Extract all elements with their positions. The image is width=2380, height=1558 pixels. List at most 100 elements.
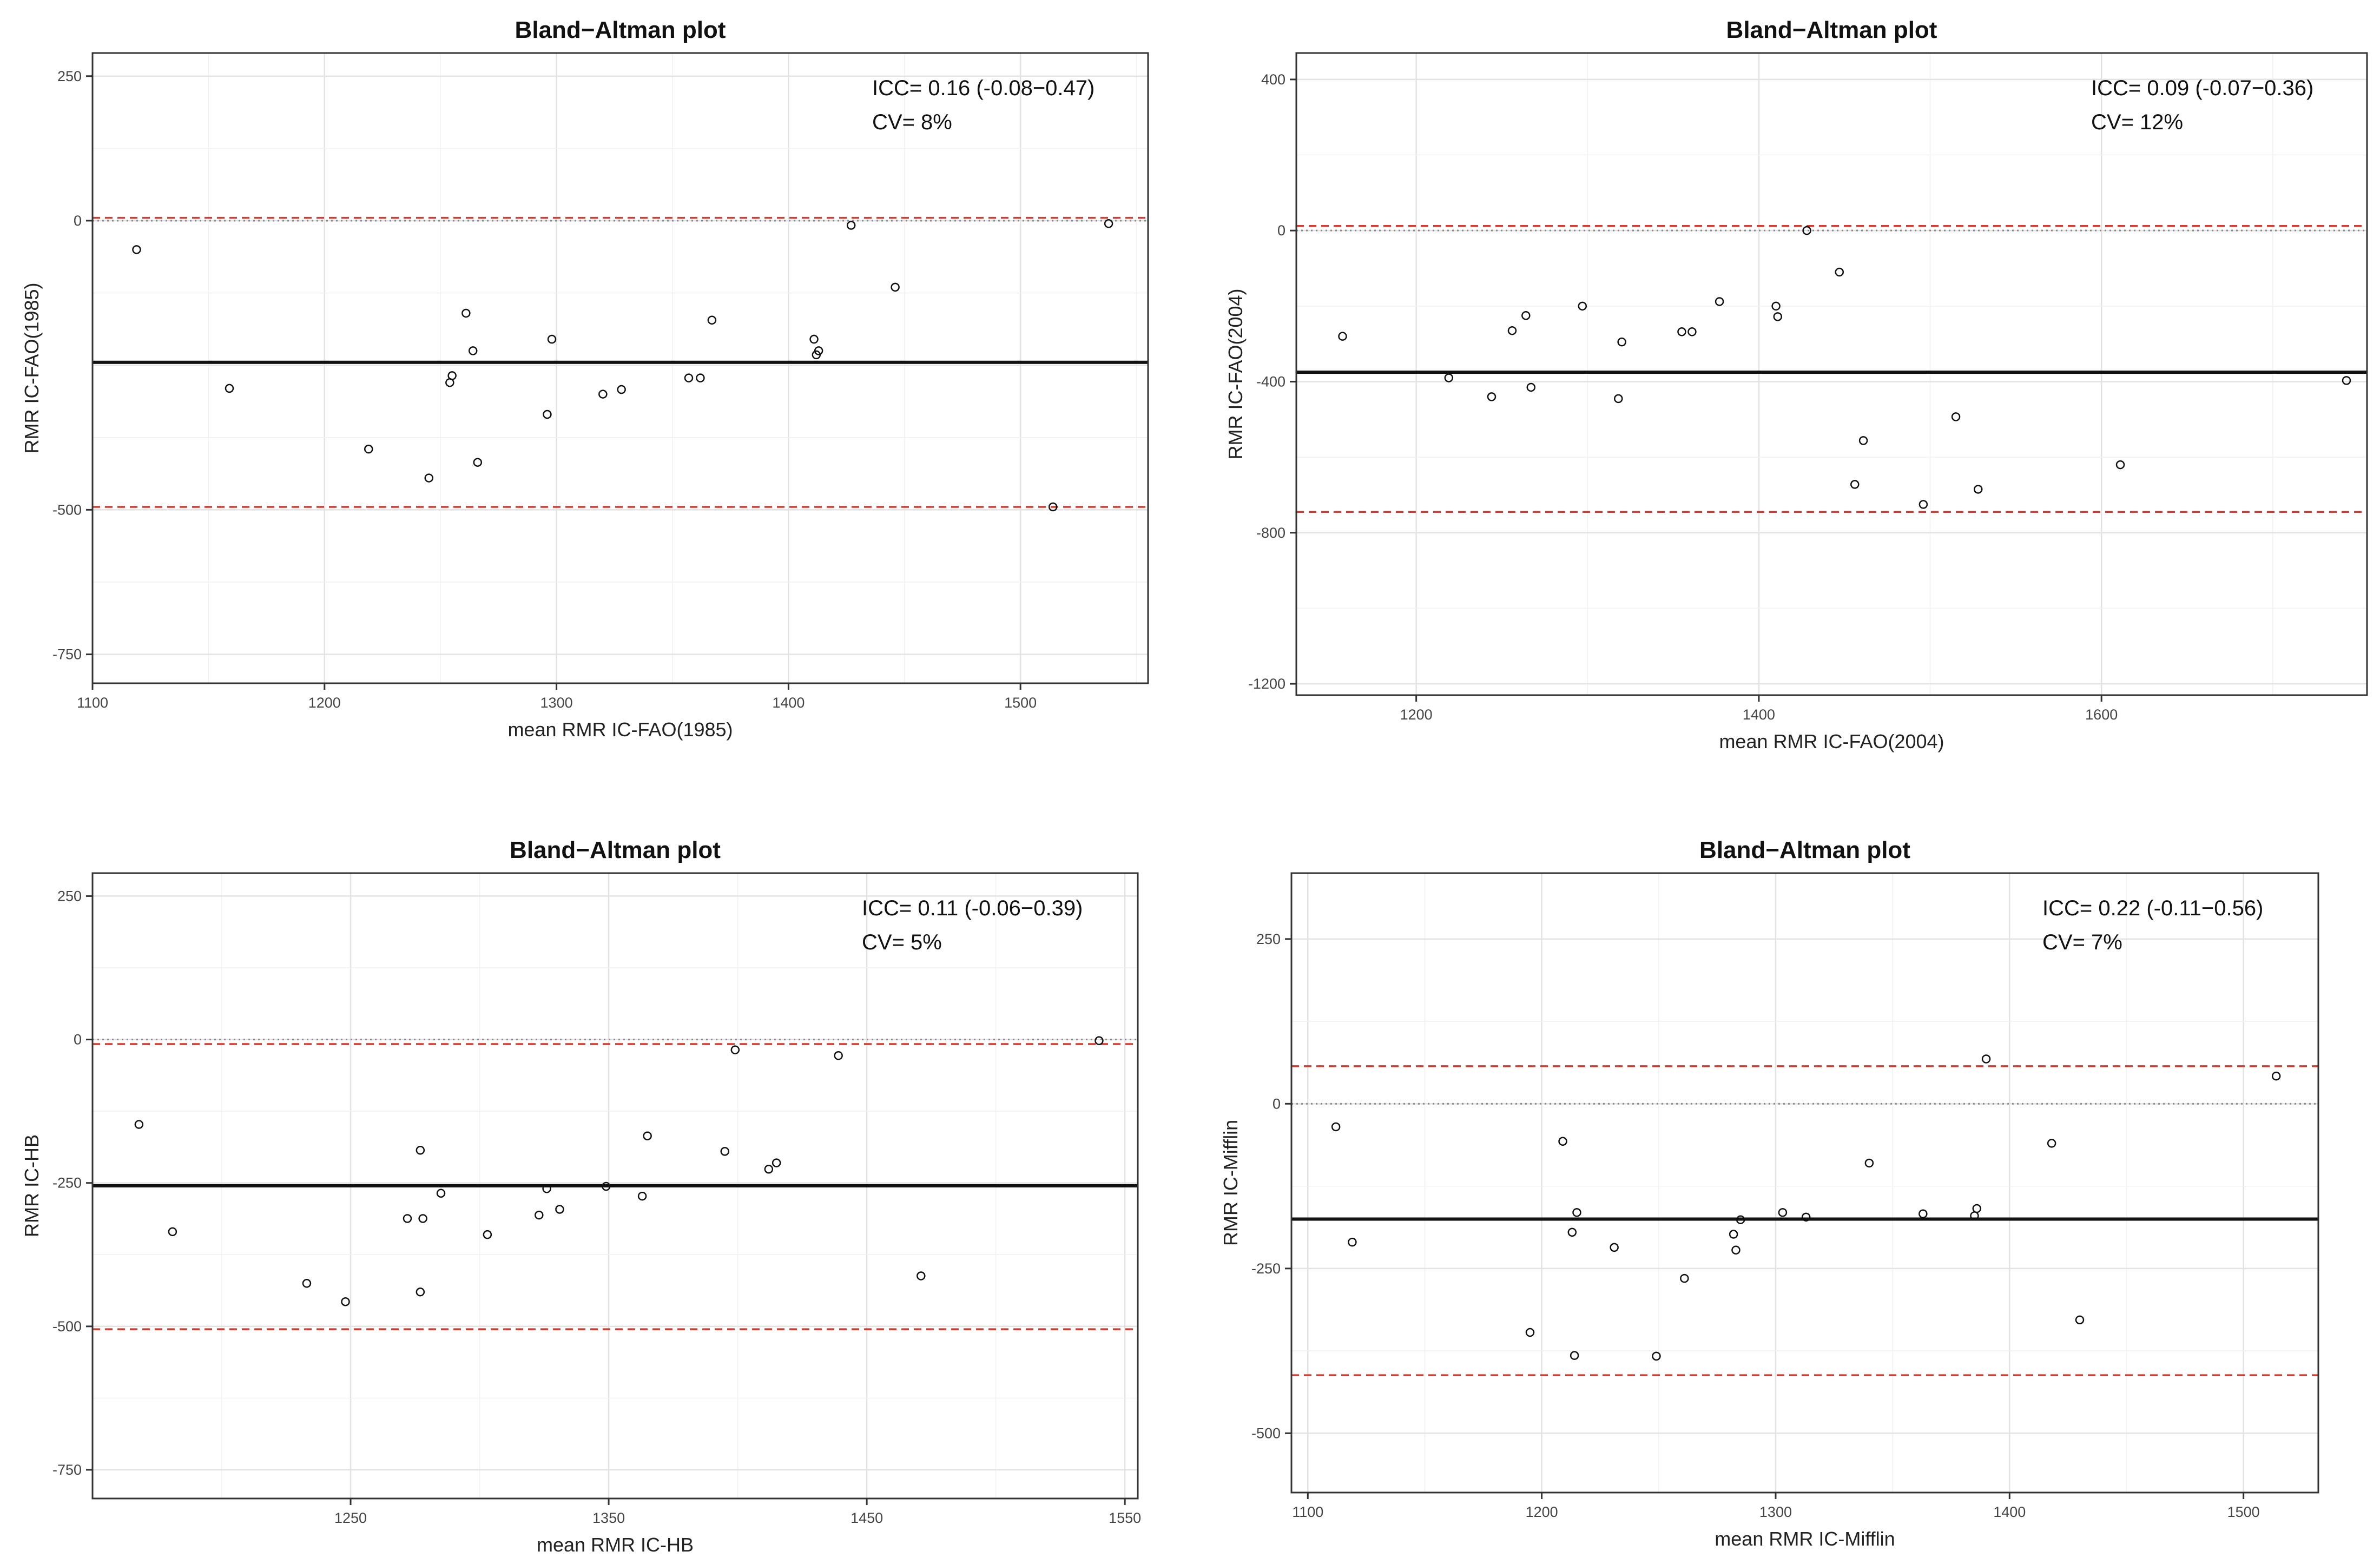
- data-point: [617, 385, 626, 394]
- x-axis-label: mean RMR IC-Mifflin: [1715, 1528, 1895, 1550]
- data-point: [1617, 337, 1626, 347]
- data-point: [1338, 332, 1347, 341]
- data-point: [302, 1279, 312, 1288]
- data-point: [1835, 267, 1844, 277]
- data-point: [1850, 480, 1860, 489]
- chart-title: Bland−Altman plot: [515, 17, 726, 43]
- data-point: [341, 1297, 350, 1306]
- data-point: [917, 1271, 926, 1280]
- x-tick-label: 1500: [1004, 695, 1037, 711]
- data-point: [416, 1145, 425, 1155]
- data-point: [447, 371, 457, 380]
- cv-annotation: CV= 7%: [2042, 930, 2122, 954]
- data-point: [418, 1214, 427, 1223]
- data-point: [598, 390, 608, 399]
- x-tick-label: 1550: [1109, 1510, 1141, 1526]
- data-point: [483, 1230, 492, 1239]
- data-point: [416, 1287, 425, 1297]
- cv-annotation: CV= 8%: [872, 110, 952, 134]
- data-point: [1729, 1230, 1738, 1239]
- chart-title: Bland−Altman plot: [510, 837, 721, 863]
- data-point: [772, 1158, 781, 1167]
- data-point: [764, 1164, 774, 1174]
- data-point: [1778, 1208, 1788, 1217]
- data-point: [1525, 1328, 1535, 1337]
- data-point: [436, 1189, 446, 1198]
- data-point: [462, 308, 471, 318]
- y-tick-label: -250: [1251, 1260, 1281, 1277]
- data-point: [1972, 1204, 1982, 1213]
- data-point: [1104, 219, 1113, 228]
- data-point: [134, 1120, 144, 1129]
- x-tick-label: 1350: [592, 1510, 625, 1526]
- data-point: [1858, 436, 1868, 445]
- data-point: [535, 1210, 544, 1220]
- x-tick-label: 1200: [1526, 1504, 1558, 1520]
- data-point: [1331, 1122, 1341, 1132]
- data-point: [1558, 1137, 1567, 1146]
- data-point: [1951, 412, 1961, 421]
- data-point: [643, 1131, 652, 1140]
- chart-panel-2: 1200 1400 1600 400 0 -400 -800 -1200 Bland−Altma…: [1224, 17, 2368, 752]
- data-point: [1864, 1158, 1874, 1168]
- data-point: [1444, 373, 1454, 382]
- x-tick-label: 1300: [1759, 1504, 1792, 1520]
- plot-background: [1296, 53, 2367, 695]
- data-point: [720, 1147, 729, 1156]
- y-axis-label: RMR IC-FAO(2004): [1224, 288, 1247, 459]
- data-point: [1572, 1208, 1581, 1217]
- y-tick-label: 250: [57, 68, 82, 84]
- x-tick-label: 1200: [308, 695, 341, 711]
- data-point: [1801, 1212, 1811, 1222]
- data-point: [542, 1184, 551, 1193]
- data-point: [814, 346, 823, 355]
- data-point: [637, 1191, 647, 1201]
- data-point: [1487, 392, 1496, 401]
- chart-title: Bland−Altman plot: [1699, 837, 1910, 863]
- data-point: [403, 1214, 412, 1223]
- chart-panel-3: 1250 1350 1450 1550 250 0 -250 -500 -750 Bland−Al…: [21, 837, 1141, 1556]
- chart-panel-1: 1100 1200 1300 1400 1500 250 0 -500 -750 Bland−Al…: [21, 17, 1149, 741]
- icc-annotation: ICC= 0.11 (-0.06−0.39): [862, 896, 1083, 920]
- data-point: [547, 334, 557, 344]
- y-tick-label: 0: [1273, 1095, 1281, 1112]
- data-point: [364, 444, 373, 454]
- data-point: [1918, 500, 1928, 509]
- data-point: [1507, 326, 1517, 335]
- y-tick-label: 0: [1277, 222, 1285, 239]
- y-tick-label: -750: [52, 1462, 82, 1478]
- chart-panel-4: 1100 1200 1300 1400 1500 250 0 -250 -500 Bland−Al…: [1219, 837, 2319, 1550]
- data-point: [891, 282, 900, 292]
- data-point: [1614, 394, 1623, 404]
- x-tick-label: 1400: [772, 695, 805, 711]
- data-point: [1731, 1245, 1741, 1255]
- x-axis-label: mean RMR IC-HB: [537, 1534, 694, 1556]
- data-point: [1526, 382, 1536, 392]
- x-tick-label: 1400: [1743, 707, 1775, 723]
- x-axis-label: mean RMR IC-FAO(2004): [1719, 730, 1944, 752]
- data-point: [1578, 301, 1587, 311]
- y-tick-label: 250: [1256, 931, 1281, 947]
- y-tick-label: -750: [52, 646, 82, 663]
- data-point: [543, 410, 552, 419]
- data-point: [2342, 376, 2351, 385]
- data-point: [1918, 1209, 1928, 1218]
- icc-annotation: ICC= 0.09 (-0.07−0.36): [2091, 76, 2313, 100]
- plot-border: [1290, 872, 2319, 1494]
- y-axis-label: RMR IC-FAO(1985): [21, 282, 43, 453]
- y-tick-label: -400: [1256, 373, 1285, 390]
- x-tick-label: 1450: [851, 1510, 883, 1526]
- data-point: [1802, 226, 1811, 235]
- icc-annotation: ICC= 0.22 (-0.11−0.56): [2042, 896, 2263, 920]
- y-tick-label: 0: [74, 1032, 82, 1048]
- x-tick-label: 1600: [2085, 707, 2118, 723]
- plot-background: [93, 53, 1148, 683]
- y-tick-label: -500: [1251, 1425, 1281, 1441]
- x-tick-label: 1400: [1993, 1504, 2026, 1520]
- cv-annotation: CV= 5%: [862, 930, 942, 954]
- y-tick-label: -800: [1256, 525, 1285, 541]
- data-point: [468, 346, 478, 355]
- x-axis-label: mean RMR IC-FAO(1985): [507, 718, 733, 741]
- data-point: [1973, 485, 1983, 494]
